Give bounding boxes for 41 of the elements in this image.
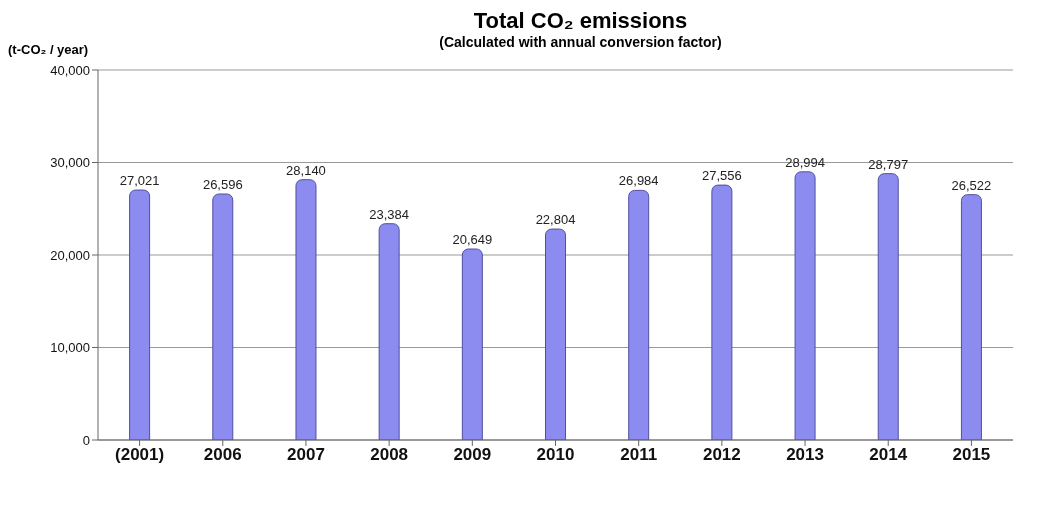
data-label: 26,596 <box>202 176 243 192</box>
bar <box>461 248 483 440</box>
x-tick-label: 2015 <box>952 445 991 465</box>
data-label: 27,556 <box>702 168 742 184</box>
data-label: 28,797 <box>868 156 909 172</box>
x-tick-label: 2009 <box>453 445 492 465</box>
data-label: 27,021 <box>119 173 160 189</box>
bar <box>295 179 317 440</box>
x-tick-label: (2001) <box>115 445 165 465</box>
x-tick-label: 2013 <box>786 445 824 465</box>
y-tick-label: 30,000 <box>50 155 90 171</box>
data-label: 23,384 <box>369 206 410 222</box>
data-label: 26,984 <box>618 173 659 189</box>
bar <box>794 171 816 440</box>
y-tick-label: 20,000 <box>50 247 90 263</box>
bar <box>877 173 899 440</box>
y-tick-label: 10,000 <box>50 340 90 356</box>
x-tick-label: 2011 <box>620 445 658 465</box>
x-tick-label: 2007 <box>287 445 325 465</box>
bar <box>545 228 567 440</box>
x-tick-label: 2014 <box>869 445 908 465</box>
bar <box>129 189 151 440</box>
data-label: 28,994 <box>785 154 825 170</box>
bar <box>628 189 650 440</box>
data-label: 26,522 <box>951 177 992 193</box>
bar <box>711 184 733 440</box>
data-label: 22,804 <box>535 212 576 228</box>
data-label: 20,649 <box>452 232 493 247</box>
chart-subtitle: (Calculated with annual conversion factor) <box>438 34 723 50</box>
y-tick-label: 0 <box>82 432 90 448</box>
x-tick-label: 2012 <box>702 445 741 465</box>
x-tick-label: 2008 <box>370 445 409 465</box>
data-label: 28,140 <box>286 162 326 178</box>
y-axis-title: (t-CO₂ / year) <box>8 42 89 57</box>
x-tick-label: 2006 <box>203 445 242 465</box>
chart-title: Total CO₂ emissions <box>472 8 689 34</box>
x-tick-label: 2010 <box>536 445 575 465</box>
bar <box>212 193 234 440</box>
bar <box>378 223 400 440</box>
bar <box>960 194 982 440</box>
y-tick-label: 40,000 <box>50 62 90 78</box>
